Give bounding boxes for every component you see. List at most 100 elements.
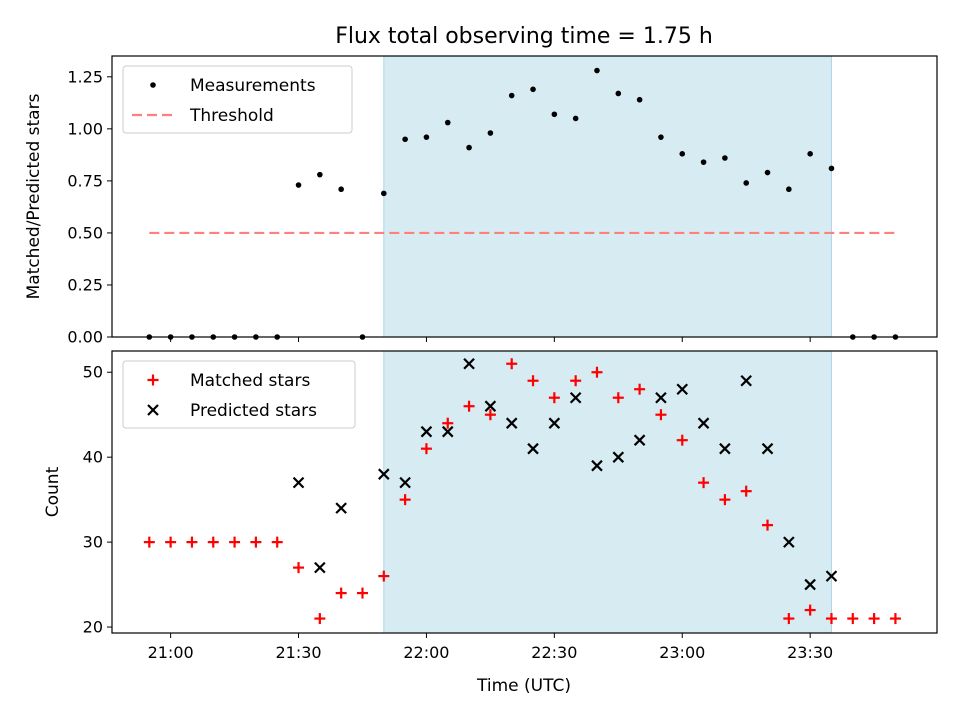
bottom-series-0-point — [783, 613, 795, 625]
bottom-legend: Matched stars Predicted stars — [122, 360, 356, 429]
top-y-tick-label: 1.25 — [67, 67, 103, 86]
top-series-0-point — [551, 111, 558, 118]
bottom-series-0-point — [463, 400, 475, 412]
bottom-series-1-point-b — [633, 434, 646, 446]
bottom-series-1-point — [633, 434, 646, 446]
bottom-series-1-point — [505, 417, 518, 429]
top-series-0-point — [381, 190, 387, 197]
bottom-series-0-point — [186, 536, 198, 548]
top-y-tick-label: 0.25 — [67, 275, 103, 294]
chart-title: Flux total observing time = 1.75 h — [335, 24, 713, 49]
bottom-series-1-point — [548, 417, 561, 429]
top-axes-frame — [111, 55, 938, 338]
top-series-0-point — [572, 115, 579, 122]
top-series-0-point — [295, 182, 302, 188]
top-series-0-point — [530, 86, 536, 93]
top-series-0-point — [466, 144, 472, 151]
bottom-series-0-point — [804, 604, 816, 616]
bottom-series-1-point — [292, 476, 305, 489]
bottom-series-1-point — [783, 536, 795, 548]
bottom-legend-swatch-b — [147, 404, 159, 416]
bottom-series-1-point-b — [463, 357, 475, 370]
bottom-series-1-point — [719, 442, 731, 455]
bottom-series-0-point — [484, 409, 496, 421]
bottom-series-1-point — [676, 383, 689, 396]
bottom-y-tick-label: 50 — [83, 363, 103, 382]
bottom-series-1-point-b — [719, 442, 731, 455]
bottom-series-0-point — [719, 494, 731, 506]
top-y-tick-label: 0.00 — [67, 328, 103, 347]
top-series-0-point — [636, 96, 643, 103]
bottom-series-0-point — [399, 494, 411, 506]
bottom-series-1-point-b — [335, 502, 347, 514]
bottom-series-1-point-b — [420, 425, 433, 438]
bottom-series-1-point-b — [655, 391, 667, 404]
bottom-series-1-point — [761, 442, 774, 455]
bottom-series-0-point — [634, 383, 646, 395]
bottom-series-1-point — [591, 459, 603, 472]
bottom-series-0-point — [570, 375, 582, 387]
bottom-series-1-point — [825, 570, 838, 582]
bottom-series-1-point — [527, 442, 539, 455]
x-tick-label: 23:00 — [659, 643, 705, 662]
bottom-series-1-point — [804, 578, 816, 591]
bottom-series-0-point — [420, 443, 432, 455]
top-shaded-interval — [383, 55, 832, 338]
x-axis-label: Time (UTC) — [476, 676, 571, 696]
bottom-series-1-point — [697, 417, 710, 429]
bottom-series-0-point — [229, 536, 241, 548]
bottom-y-tick-label: 40 — [83, 448, 103, 467]
top-series-0-point — [615, 90, 622, 97]
bottom-series-0-point — [676, 434, 688, 446]
bottom-series-1-point-b — [441, 425, 454, 438]
bottom-series-1-point — [612, 451, 625, 463]
bottom-series-1-point-b — [697, 417, 710, 429]
bottom-series-1-point-b — [804, 578, 816, 591]
top-series-0-point — [508, 92, 515, 99]
x-tick-label: 22:30 — [531, 643, 577, 662]
bottom-legend-swatch — [147, 404, 159, 416]
bottom-series-1-point — [378, 468, 390, 480]
bottom-series-0-point — [207, 536, 219, 548]
bottom-series-0-point — [335, 587, 347, 599]
bottom-series-0-point — [740, 485, 752, 497]
bottom-series-0-point — [314, 613, 326, 625]
bottom-panel: 20 30 40 50 21:00 21:30 22:00 22:30 23:00 23:30 Co… — [43, 350, 938, 662]
top-y-axis-label: Matched/Predicted stars — [24, 93, 44, 299]
bottom-series-1-point-b — [484, 400, 497, 412]
bottom-series-0-point — [889, 613, 901, 625]
bottom-series-1-point — [484, 400, 497, 412]
top-series-0-point — [700, 159, 707, 165]
bottom-series-1-point — [399, 476, 411, 489]
bottom-series-0-point — [762, 519, 774, 531]
bottom-series-0-point — [698, 477, 710, 489]
top-series-0-point — [338, 186, 344, 193]
bottom-y-tick-label: 30 — [83, 533, 103, 552]
bottom-series-1-point-b — [783, 536, 795, 548]
bottom-series-1-point-b — [378, 468, 390, 480]
bottom-series-1-point — [463, 357, 475, 370]
bottom-series-0-point — [442, 417, 454, 429]
bottom-series-1-point-b — [527, 442, 539, 455]
bottom-series-0-point — [293, 562, 305, 574]
top-series-0-point — [807, 151, 813, 157]
bottom-series-0-point — [591, 366, 603, 378]
top-series-0-point — [444, 119, 451, 126]
bottom-axes-frame — [111, 350, 938, 634]
top-series-0-point — [722, 155, 728, 161]
bottom-y-axis-label: Count — [43, 466, 63, 517]
bottom-legend-label: Predicted stars — [190, 401, 317, 421]
bottom-series-1-point — [314, 561, 326, 574]
top-y-tick-label: 1.00 — [67, 119, 103, 138]
bottom-series-0-point — [868, 613, 880, 625]
top-series-0-point — [786, 186, 792, 193]
top-y-tick-label: 0.75 — [67, 171, 103, 190]
bottom-series-1-point-b — [292, 476, 305, 489]
bottom-series-1-point-b — [314, 561, 326, 574]
top-legend-swatch — [150, 82, 156, 88]
top-series-0-point — [423, 134, 430, 140]
bottom-shaded-interval — [383, 350, 832, 634]
top-series-0-point — [828, 165, 835, 172]
bottom-series-0-point — [847, 613, 859, 625]
